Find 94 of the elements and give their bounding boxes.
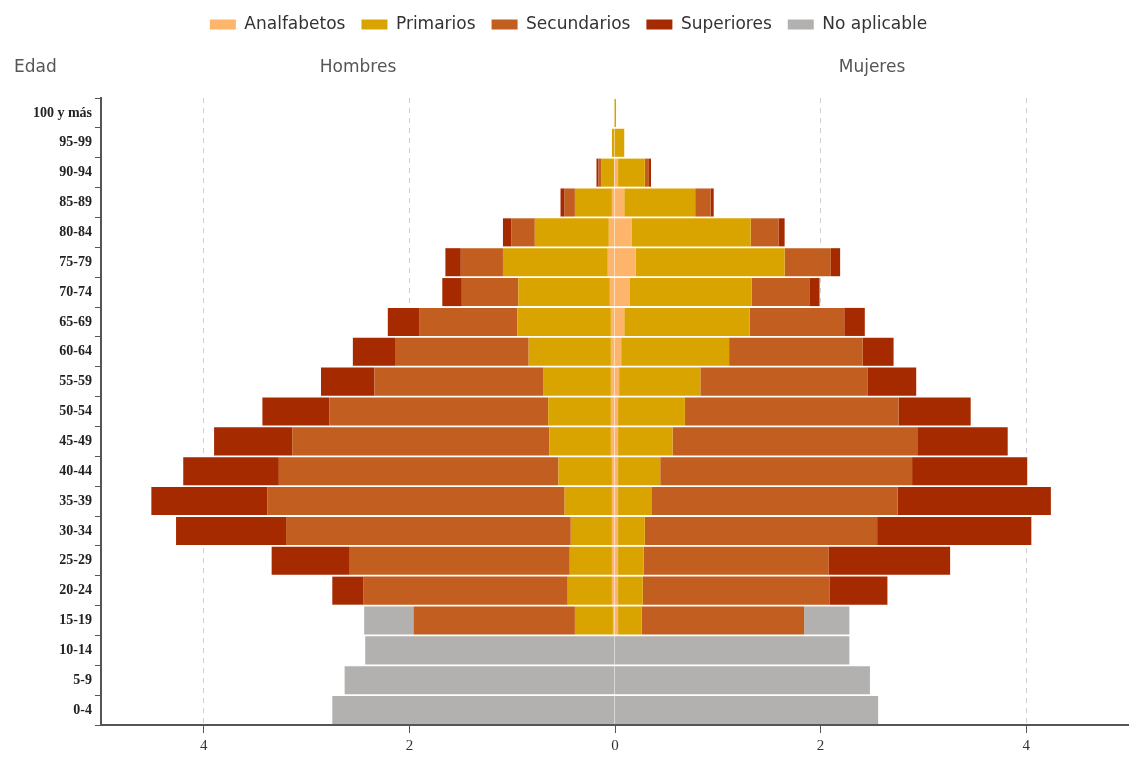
bar bbox=[897, 487, 1051, 516]
bar bbox=[618, 516, 645, 545]
bar bbox=[648, 158, 651, 187]
x-tick-label: 0 bbox=[611, 736, 619, 753]
y-tick-label: 10-14 bbox=[59, 641, 92, 657]
y-tick-label: 85-89 bbox=[59, 194, 92, 210]
bar bbox=[660, 457, 913, 486]
bar bbox=[445, 248, 461, 277]
chart-title: Hombres bbox=[319, 56, 397, 77]
y-tick-label: 0-4 bbox=[73, 701, 92, 717]
y-tick-label: 20-24 bbox=[59, 582, 92, 598]
y-tick-label: 75-79 bbox=[59, 253, 92, 269]
bar bbox=[644, 158, 649, 187]
x-tick-label: 4 bbox=[200, 736, 209, 753]
bar bbox=[502, 248, 608, 277]
bar bbox=[877, 516, 1032, 545]
bar bbox=[332, 576, 364, 605]
bar bbox=[395, 337, 529, 366]
legend-label: Superiores bbox=[680, 12, 772, 33]
bar bbox=[419, 307, 518, 336]
bar bbox=[528, 337, 611, 366]
bar bbox=[862, 337, 894, 366]
y-tick-label: 95-99 bbox=[59, 134, 92, 150]
bar bbox=[151, 487, 268, 516]
y-tick-label: 65-69 bbox=[59, 313, 92, 329]
y-tick-label: 30-34 bbox=[59, 522, 92, 538]
y-tick-label: 55-59 bbox=[59, 373, 92, 389]
y-tick-label: 70-74 bbox=[59, 283, 92, 299]
bar bbox=[809, 278, 820, 307]
bar bbox=[518, 278, 610, 307]
bar bbox=[751, 278, 810, 307]
bar bbox=[286, 516, 571, 545]
bar bbox=[560, 188, 565, 217]
y-tick-label: 15-19 bbox=[59, 612, 92, 628]
bar bbox=[569, 546, 612, 575]
bar bbox=[912, 457, 1028, 486]
y-tick-label: 90-94 bbox=[59, 164, 92, 180]
y-tick-label: 5-9 bbox=[73, 671, 92, 687]
bar bbox=[517, 307, 611, 336]
bar bbox=[176, 516, 287, 545]
bar bbox=[558, 457, 612, 486]
y-tick-label: 80-84 bbox=[59, 223, 92, 239]
bar bbox=[829, 576, 888, 605]
bar bbox=[749, 307, 845, 336]
bar bbox=[784, 248, 831, 277]
bar bbox=[652, 487, 898, 516]
bar bbox=[349, 546, 570, 575]
bar bbox=[442, 278, 462, 307]
y-tick-label: 35-39 bbox=[59, 492, 92, 508]
y-tick-label: 50-54 bbox=[59, 403, 92, 419]
bar bbox=[828, 546, 951, 575]
bar bbox=[629, 278, 752, 307]
bar bbox=[621, 337, 730, 366]
bar bbox=[750, 218, 779, 247]
bar bbox=[511, 218, 535, 247]
y-axis-title: Edad bbox=[14, 56, 57, 77]
bar bbox=[729, 337, 863, 366]
bar bbox=[830, 248, 841, 277]
bar bbox=[618, 546, 644, 575]
bar bbox=[387, 307, 420, 336]
y-tick-label: 40-44 bbox=[59, 462, 92, 478]
bar bbox=[461, 278, 519, 307]
bar bbox=[570, 516, 612, 545]
bar bbox=[618, 457, 661, 486]
bar bbox=[352, 337, 396, 366]
x-tick-label: 2 bbox=[405, 736, 414, 753]
bar bbox=[183, 457, 279, 486]
bar bbox=[643, 546, 829, 575]
y-tick-label: 25-29 bbox=[59, 552, 92, 568]
bar bbox=[267, 487, 565, 516]
bar bbox=[644, 516, 878, 545]
bar bbox=[635, 248, 785, 277]
bar bbox=[278, 457, 559, 486]
bar bbox=[271, 546, 350, 575]
y-tick-label: 100 y más bbox=[32, 104, 93, 120]
bar bbox=[695, 188, 711, 217]
chart-title: Mujeres bbox=[838, 56, 906, 77]
bar bbox=[564, 487, 612, 516]
bar bbox=[564, 188, 575, 217]
x-tick-label: 2 bbox=[816, 736, 825, 753]
y-tick-label: 45-49 bbox=[59, 432, 92, 448]
bar bbox=[778, 218, 785, 247]
bar bbox=[502, 218, 512, 247]
bar bbox=[844, 307, 865, 336]
bar bbox=[460, 248, 503, 277]
x-tick-label: 4 bbox=[1022, 736, 1031, 753]
bar bbox=[624, 307, 750, 336]
legend-label: Secundarios bbox=[526, 12, 631, 33]
legend-label: Primarios bbox=[395, 12, 476, 33]
legend-label: No aplicable bbox=[822, 12, 928, 33]
legend-label: Analfabetos bbox=[244, 12, 346, 33]
bar bbox=[618, 487, 653, 516]
y-tick-label: 60-64 bbox=[59, 343, 92, 359]
bar bbox=[710, 188, 714, 217]
